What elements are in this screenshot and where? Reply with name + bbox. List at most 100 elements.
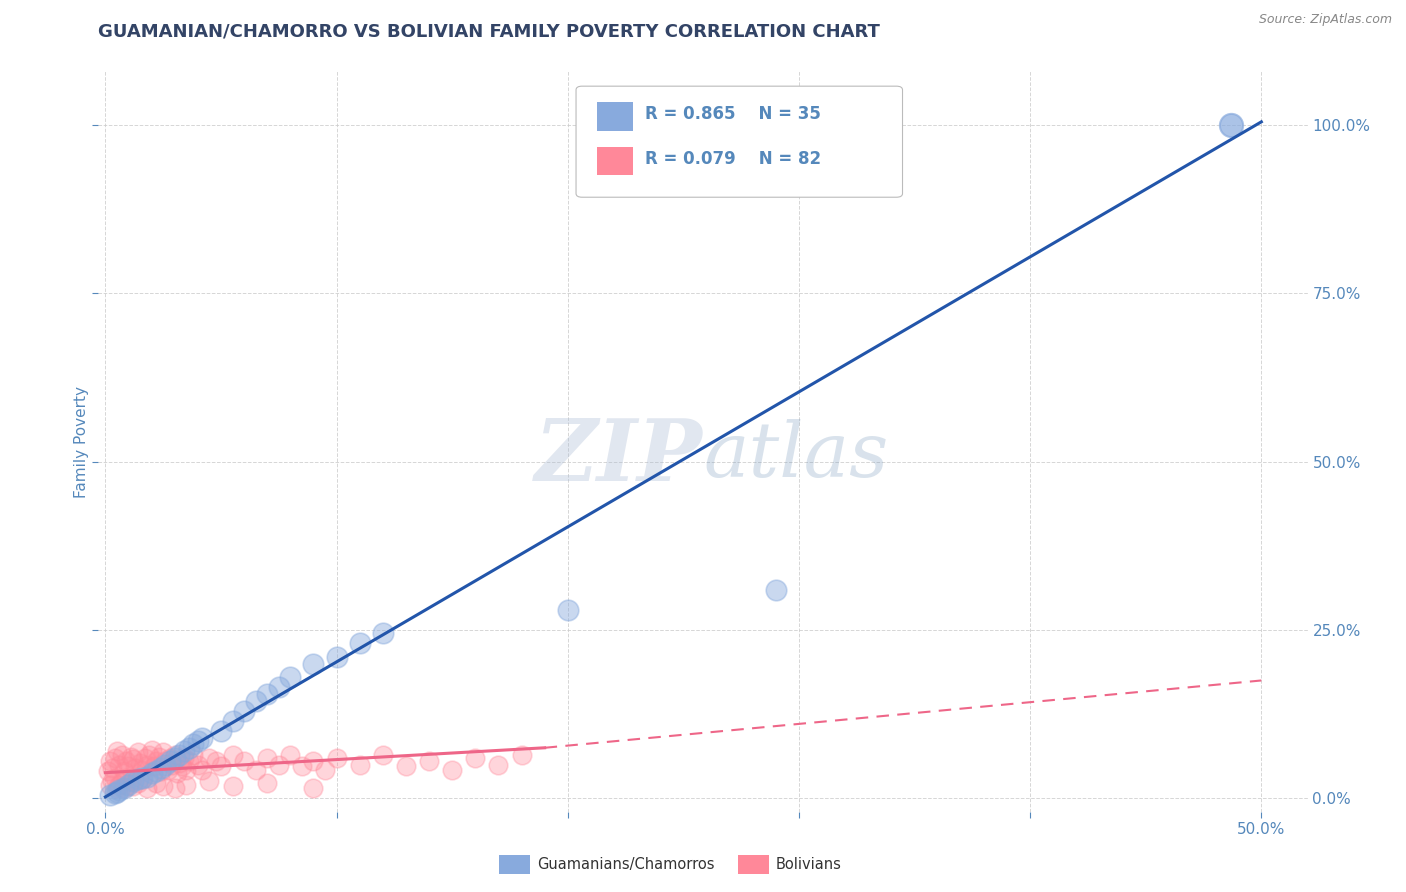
Point (138, 747, 160, 762)
Point (112, 781, 135, 796)
Point (371, 747, 394, 762)
Point (105, 784, 128, 798)
Point (148, 749, 170, 764)
Point (557, 603, 579, 617)
Point (97, 764, 120, 779)
Point (152, 746, 174, 760)
Point (464, 751, 486, 765)
Point (174, 763, 197, 777)
Point (101, 761, 124, 775)
Point (198, 774, 221, 789)
Point (177, 754, 200, 768)
Point (486, 757, 509, 772)
Point (131, 763, 153, 777)
Point (134, 751, 156, 765)
Point (156, 763, 179, 777)
Text: Bolivians: Bolivians (776, 857, 842, 871)
Point (349, 636, 371, 650)
Point (141, 743, 163, 757)
Point (142, 759, 165, 773)
Point (122, 752, 145, 766)
Point (278, 747, 301, 762)
Point (325, 751, 347, 765)
Point (115, 754, 138, 768)
Point (256, 776, 278, 790)
Point (191, 731, 214, 745)
Point (245, 763, 267, 777)
Point (131, 771, 153, 785)
Point (127, 776, 149, 790)
Point (302, 754, 325, 768)
Point (267, 680, 290, 694)
Point (117, 778, 139, 792)
Point (441, 763, 464, 777)
Bar (596, 103, 633, 130)
Point (1220, 118, 1243, 132)
Point (187, 757, 209, 772)
Point (101, 774, 124, 789)
Point (169, 747, 191, 762)
Point (314, 763, 336, 777)
Point (115, 771, 138, 785)
Point (163, 781, 186, 796)
Point (149, 764, 172, 779)
Point (325, 649, 347, 664)
Point (98, 788, 121, 802)
Text: R = 0.865    N = 35: R = 0.865 N = 35 (645, 105, 821, 123)
Point (233, 754, 256, 768)
Point (108, 757, 131, 772)
Point (170, 759, 193, 773)
Point (127, 772, 149, 787)
Point (291, 759, 314, 773)
Point (198, 751, 221, 765)
Y-axis label: Family Poverty: Family Poverty (73, 385, 89, 498)
Point (765, 582, 787, 597)
Point (371, 626, 394, 640)
Text: GUAMANIAN/CHAMORRO VS BOLIVIAN FAMILY POVERTY CORRELATION CHART: GUAMANIAN/CHAMORRO VS BOLIVIAN FAMILY PO… (98, 22, 880, 40)
Point (245, 694, 267, 708)
Point (256, 751, 278, 765)
Point (159, 751, 181, 765)
Point (117, 759, 139, 773)
Point (98, 778, 121, 792)
Point (136, 781, 159, 796)
Point (169, 756, 191, 771)
Point (233, 704, 256, 718)
Point (110, 747, 132, 762)
Point (105, 781, 128, 796)
Bar (596, 147, 633, 175)
Point (124, 761, 146, 775)
Point (104, 771, 127, 785)
Point (145, 754, 167, 768)
Point (108, 778, 131, 792)
Point (418, 754, 440, 768)
Point (122, 774, 145, 789)
Point (108, 783, 131, 797)
Point (173, 751, 195, 765)
Point (267, 757, 290, 772)
Point (110, 774, 132, 789)
Point (302, 657, 325, 671)
Point (221, 747, 243, 762)
Point (104, 786, 127, 800)
Point (166, 765, 188, 780)
Point (136, 770, 159, 784)
Point (191, 763, 214, 777)
Point (112, 781, 135, 796)
Point (173, 744, 195, 758)
Text: Guamanians/Chamorros: Guamanians/Chamorros (537, 857, 714, 871)
Point (120, 774, 142, 789)
Point (129, 756, 152, 771)
Point (104, 751, 127, 765)
Point (177, 740, 200, 755)
Point (117, 778, 139, 792)
Point (105, 744, 128, 758)
Point (205, 754, 228, 768)
Point (136, 757, 159, 772)
Point (209, 759, 232, 773)
Point (395, 759, 418, 773)
Point (155, 754, 177, 768)
Point (302, 781, 325, 796)
Point (349, 757, 371, 772)
Point (145, 776, 167, 790)
